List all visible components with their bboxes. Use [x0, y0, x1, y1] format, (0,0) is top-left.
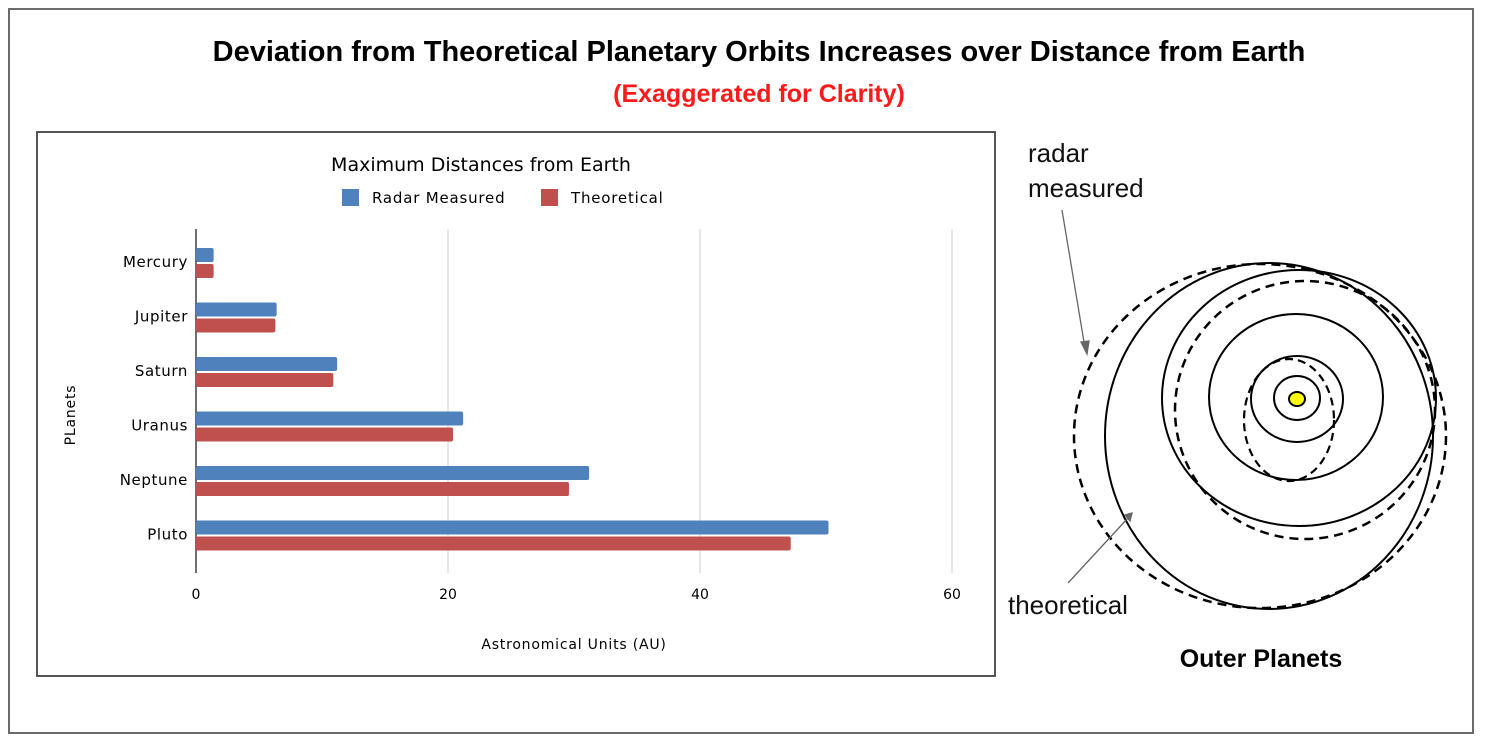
radar-label-pointer: [1061, 209, 1086, 349]
legend-swatch-radar-measured: [342, 189, 359, 206]
bar-neptune-radar-measured: [196, 466, 590, 480]
category-label-saturn: Saturn: [135, 362, 188, 380]
orbit-radar-pluto: [1072, 262, 1448, 610]
y-axis-label: PLanets: [63, 385, 79, 446]
legend-swatch-theoretical: [541, 189, 558, 206]
bar-uranus-radar-measured: [196, 411, 464, 426]
bar-mercury-theoretical: [196, 264, 214, 278]
radar-arrowhead-icon: [1080, 340, 1090, 357]
x-tick-label-60: 60: [943, 587, 961, 603]
chart-bars: [196, 248, 829, 551]
chart-legend: Radar Measured Theoretical: [342, 189, 664, 207]
radar-label-line2: measured: [1028, 173, 1144, 203]
category-label-mercury: Mercury: [123, 253, 188, 271]
x-tick-labels: 0 20 40 60: [192, 587, 961, 603]
orbit-theoretical-saturn: [1250, 355, 1344, 443]
figure-title: Deviation from Theoretical Planetary Orb…: [212, 36, 1306, 68]
legend-label-radar-measured: Radar Measured: [372, 189, 505, 207]
bar-jupiter-theoretical: [196, 318, 276, 333]
bar-saturn-radar-measured: [196, 357, 338, 371]
category-label-pluto: Pluto: [147, 526, 188, 544]
chart-title: Maximum Distances from Earth: [331, 154, 631, 176]
bar-chart: Maximum Distances from Earth Radar Measu…: [63, 154, 961, 653]
orbit-theoretical-neptune: [1161, 269, 1437, 527]
bar-saturn-theoretical: [196, 373, 334, 387]
figure-subtitle: (Exaggerated for Clarity): [613, 80, 905, 108]
bar-mercury-radar-measured: [196, 248, 214, 262]
sun-icon: [1288, 391, 1306, 407]
category-label-jupiter: Jupiter: [134, 308, 188, 326]
bar-pluto-radar-measured: [196, 520, 829, 535]
radar-label-line1: radar: [1028, 138, 1089, 168]
category-labels: Mercury Jupiter Saturn Uranus Neptune Pluto: [120, 253, 188, 544]
x-tick-label-20: 20: [439, 587, 457, 603]
bar-neptune-theoretical: [196, 482, 569, 496]
orbit-theoretical-pluto: [1104, 262, 1434, 610]
orbit-theoretical-jupiter: [1273, 375, 1321, 421]
category-label-neptune: Neptune: [120, 471, 188, 489]
legend-label-theoretical: Theoretical: [570, 189, 664, 207]
theoretical-arrowhead-icon: [1123, 512, 1133, 523]
theoretical-label-pointer: [1067, 517, 1129, 584]
orbit-radar-neptune: [1173, 279, 1437, 541]
bar-pluto-theoretical: [196, 536, 791, 551]
diagram-caption: Outer Planets: [1180, 645, 1343, 673]
theoretical-label: theoretical: [1008, 590, 1128, 620]
bar-uranus-theoretical: [196, 427, 454, 442]
orbit-radar-uranus: [1242, 357, 1336, 483]
bar-jupiter-radar-measured: [196, 302, 277, 317]
x-tick-label-0: 0: [192, 587, 201, 603]
category-label-uranus: Uranus: [131, 417, 188, 435]
bar-chart-panel: Maximum Distances from Earth Radar Measu…: [36, 131, 996, 677]
chart-gridlines: [195, 229, 953, 573]
x-tick-label-40: 40: [691, 587, 709, 603]
orbit-theoretical-uranus: [1208, 313, 1384, 481]
figure-frame: [8, 8, 1474, 734]
x-axis-label: Astronomical Units (AU): [481, 637, 666, 653]
